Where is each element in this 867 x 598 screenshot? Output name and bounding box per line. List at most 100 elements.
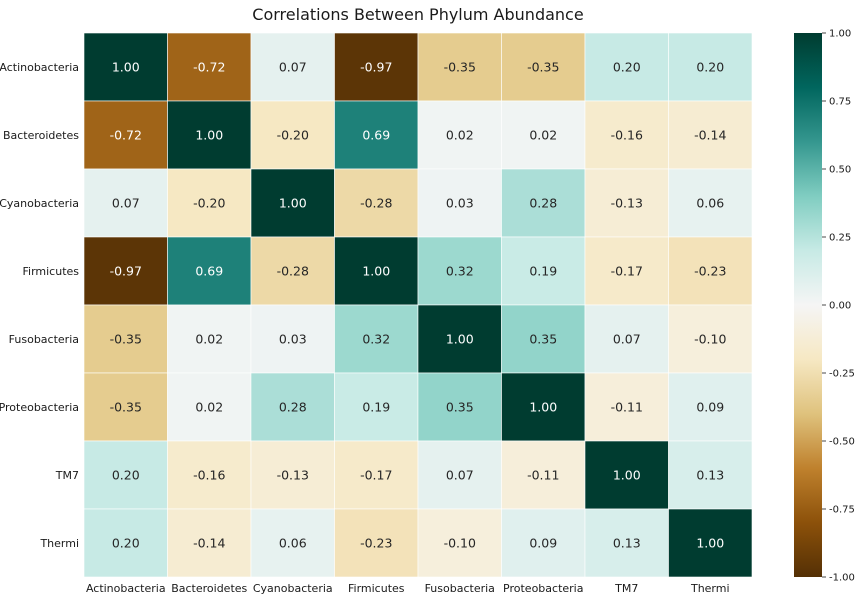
colorbar-tick-label: -0.75 [829, 505, 855, 516]
cell-value-label: 0.13 [696, 468, 724, 483]
heatmap-cell [668, 168, 753, 238]
heatmap-cell [668, 440, 753, 510]
cell-value-label: 0.06 [696, 196, 724, 211]
heatmap-cell [584, 304, 669, 374]
heatmap-cell [83, 168, 168, 238]
cell-value-label: -0.17 [360, 468, 392, 483]
cell-value-label: -0.16 [193, 468, 225, 483]
row-tick-label: Firmicutes [22, 265, 79, 278]
heatmap-cell [501, 32, 586, 102]
cell-value-label: 0.28 [529, 196, 557, 211]
colorbar-tick-label: 0.75 [829, 97, 851, 108]
heatmap-cell [167, 372, 252, 442]
heatmap-cell [584, 508, 669, 578]
column-tick-label: Thermi [690, 582, 730, 595]
cell-value-label: -0.35 [110, 332, 142, 347]
cell-value-label: 0.28 [279, 400, 307, 415]
row-tick-label: Thermi [39, 537, 79, 550]
heatmap-cell [83, 236, 168, 306]
cell-value-label: 0.06 [279, 536, 307, 551]
cell-value-label: 0.20 [696, 60, 724, 75]
heatmap-cell [417, 236, 502, 306]
heatmap-cell [584, 440, 669, 510]
heatmap-cell [584, 100, 669, 170]
heatmap-cell [167, 100, 252, 170]
heatmap-cell [668, 372, 753, 442]
column-tick-label: Actinobacteria [86, 582, 166, 595]
heatmap-cell [334, 32, 419, 102]
heatmap-cell [584, 236, 669, 306]
heatmap-cell [501, 372, 586, 442]
row-tick-label: Actinobacteria [0, 61, 79, 74]
cell-value-label: 0.03 [446, 196, 474, 211]
cell-value-label: 0.35 [446, 400, 474, 415]
colorbar-tick-label: 0.25 [829, 233, 851, 244]
heatmap-cell [417, 440, 502, 510]
cell-value-label: -0.14 [694, 128, 726, 143]
column-tick-label: TM7 [614, 582, 638, 595]
cell-value-label: 0.07 [446, 468, 474, 483]
cell-value-label: 0.35 [529, 332, 557, 347]
cell-value-label: 0.02 [529, 128, 557, 143]
heatmap-cell [250, 236, 335, 306]
column-labels: Actinobacteria Bacteroidetes Cyanobacteria… [86, 582, 730, 595]
colorbar-tick-label: 0.00 [829, 301, 851, 312]
cell-value-label: 0.09 [529, 536, 557, 551]
heatmap-cells: 1.00 -0.72 0.07 -0.97 -0.35 -0.35 0.20 0.20 -0.7… [83, 32, 753, 578]
cell-value-label: 0.13 [613, 536, 641, 551]
heatmap-cell [501, 508, 586, 578]
cell-value-label: -0.23 [694, 264, 726, 279]
cell-value-label: 0.02 [195, 400, 223, 415]
cell-value-label: 0.02 [446, 128, 474, 143]
cell-value-label: -0.13 [611, 196, 643, 211]
heatmap-cell [501, 168, 586, 238]
heatmap-cell [584, 168, 669, 238]
cell-value-label: -0.23 [360, 536, 392, 551]
cell-value-label: -0.28 [360, 196, 392, 211]
cell-value-label: -0.97 [110, 264, 142, 279]
heatmap-cell [417, 32, 502, 102]
cell-value-label: -0.13 [277, 468, 309, 483]
chart-title: Correlations Between Phylum Abundance [252, 5, 583, 24]
heatmap-cell [334, 100, 419, 170]
colorbar-tick-label: 0.50 [829, 165, 851, 176]
cell-value-label: -0.35 [110, 400, 142, 415]
cell-value-label: -0.11 [611, 400, 643, 415]
heatmap-cell [334, 168, 419, 238]
cell-value-label: 0.07 [613, 332, 641, 347]
cell-value-label: 0.03 [279, 332, 307, 347]
cell-value-label: 1.00 [112, 60, 140, 75]
cell-value-label: -0.20 [277, 128, 309, 143]
cell-value-label: 0.32 [446, 264, 474, 279]
heatmap-cell [501, 304, 586, 374]
cell-value-label: 0.20 [112, 536, 140, 551]
cell-value-label: 0.19 [529, 264, 557, 279]
cell-value-label: 0.02 [195, 332, 223, 347]
heatmap-cell [417, 168, 502, 238]
heatmap-cell [167, 508, 252, 578]
heatmap-cell [334, 236, 419, 306]
heatmap-cell [417, 100, 502, 170]
column-tick-label: Cyanobacteria [253, 582, 333, 595]
colorbar-tick-label: -1.00 [829, 573, 855, 584]
cell-value-label: -0.28 [277, 264, 309, 279]
cell-value-label: -0.10 [694, 332, 726, 347]
heatmap-cell [250, 32, 335, 102]
heatmap-cell [83, 508, 168, 578]
cell-value-label: 1.00 [446, 332, 474, 347]
cell-value-label: 1.00 [362, 264, 390, 279]
heatmap-cell [83, 440, 168, 510]
heatmap-cell [334, 508, 419, 578]
heatmap-cell [417, 372, 502, 442]
heatmap-cell [584, 372, 669, 442]
cell-value-label: -0.72 [110, 128, 142, 143]
heatmap-cell [417, 508, 502, 578]
heatmap-cell [501, 100, 586, 170]
cell-value-label: 0.69 [195, 264, 223, 279]
row-tick-label: Proteobacteria [0, 401, 79, 414]
heatmap-cell [668, 100, 753, 170]
cell-value-label: 0.32 [362, 332, 390, 347]
cell-value-label: 1.00 [195, 128, 223, 143]
cell-value-label: 1.00 [613, 468, 641, 483]
colorbar-tick-label: 1.00 [829, 29, 851, 40]
